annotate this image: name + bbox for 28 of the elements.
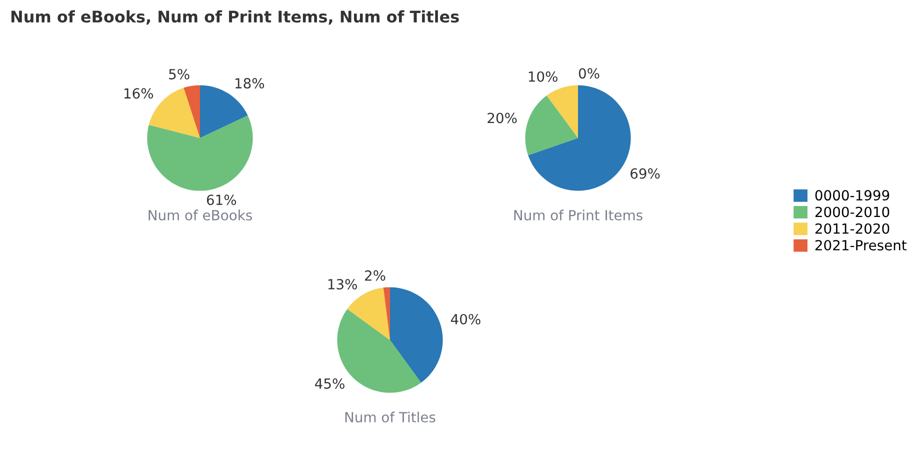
- pie-slice: [546, 85, 578, 138]
- data-label: 20%: [488, 112, 517, 124]
- chart-title: Num of eBooks, Num of Print Items, Num of Titles: [11, 10, 459, 25]
- pie-slice: [184, 85, 200, 138]
- text: Num of Titles: [345, 412, 436, 422]
- data-label: 13%: [328, 278, 357, 290]
- data-label: 18%: [235, 78, 264, 89]
- text: Num of eBooks: [148, 210, 252, 220]
- data-label: 61%: [206, 194, 236, 206]
- text: Num of Print Items: [514, 210, 642, 220]
- data-label: 45%: [315, 378, 344, 389]
- data-label: 10%: [528, 71, 558, 82]
- pie-slice: [528, 85, 631, 191]
- legend-label: 2000-2010: [815, 206, 890, 218]
- data-label: 69%: [630, 168, 660, 179]
- data-label: 2%: [365, 270, 386, 281]
- pie-slice: [147, 116, 253, 191]
- legend-label: 2021-Present: [815, 240, 907, 250]
- pie-slice: [347, 288, 390, 340]
- data-label: 40%: [450, 314, 480, 324]
- data-label: 16%: [124, 88, 154, 99]
- data-label: 5%: [169, 68, 190, 80]
- pie-slice: [390, 287, 443, 383]
- pie-slice: [383, 287, 390, 340]
- text: 0%: [578, 68, 600, 79]
- legend-label: 0000-1999: [815, 190, 890, 201]
- pie-slice: [525, 95, 578, 156]
- legend-label: 2011-2020: [815, 223, 890, 234]
